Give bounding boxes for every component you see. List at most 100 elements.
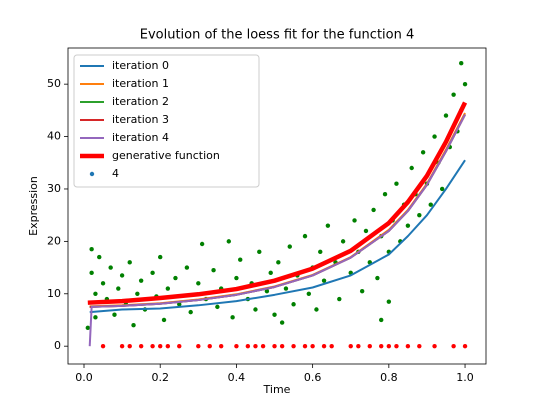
scatter-point bbox=[257, 249, 262, 255]
scatter-point bbox=[340, 239, 346, 244]
scatter-point bbox=[85, 325, 91, 331]
scatter-point bbox=[177, 343, 182, 349]
scatter-point bbox=[89, 270, 94, 276]
line-series bbox=[88, 114, 466, 347]
scatter-point bbox=[283, 286, 289, 291]
scatter-point bbox=[173, 275, 178, 281]
scatter-point bbox=[199, 241, 205, 247]
scatter-point bbox=[417, 212, 422, 218]
legend-label: iteration 1 bbox=[112, 77, 169, 90]
chart-title: Evolution of the loess fit for the funct… bbox=[140, 28, 415, 43]
legend-label: iteration 4 bbox=[112, 131, 169, 144]
scatter-point bbox=[150, 270, 155, 276]
scatter-point bbox=[207, 343, 212, 349]
scatter-point bbox=[287, 244, 292, 249]
scatter-point bbox=[218, 343, 224, 349]
legend-label: iteration 0 bbox=[112, 59, 169, 72]
line-series bbox=[89, 159, 466, 314]
scatter-point bbox=[230, 315, 235, 320]
scatter-point bbox=[321, 343, 327, 349]
scatter-point bbox=[291, 302, 296, 307]
scatter-point bbox=[405, 343, 411, 349]
scatter-point bbox=[234, 343, 239, 349]
scatter-point bbox=[352, 218, 357, 223]
y-tick-label: 20 bbox=[47, 234, 61, 247]
scatter-point bbox=[462, 343, 468, 349]
scatter-point bbox=[382, 192, 388, 197]
scatter-point bbox=[138, 278, 144, 283]
scatter-point bbox=[127, 343, 132, 349]
scatter-point bbox=[329, 343, 334, 349]
scatter-point bbox=[439, 186, 445, 192]
x-axis-label: Time bbox=[263, 383, 291, 396]
scatter-point bbox=[417, 343, 422, 349]
legend-label: iteration 2 bbox=[112, 95, 169, 108]
line-series bbox=[87, 101, 468, 305]
scatter-point bbox=[184, 265, 190, 270]
y-tick-label: 10 bbox=[47, 287, 61, 300]
scatter-point bbox=[97, 254, 102, 260]
scatter-point bbox=[321, 278, 327, 283]
scatter-point bbox=[451, 92, 456, 97]
scatter-point bbox=[379, 317, 384, 323]
scatter-point bbox=[276, 260, 281, 265]
scatter-point bbox=[215, 304, 220, 310]
scatter-point bbox=[394, 343, 399, 349]
legend-label: generative function bbox=[112, 149, 220, 162]
scatter-point bbox=[100, 281, 106, 286]
scatter-point bbox=[196, 343, 201, 349]
x-tick-label: 1.0 bbox=[456, 371, 474, 384]
y-axis-label: Expression bbox=[27, 176, 40, 236]
x-tick-label: 0.8 bbox=[380, 371, 398, 384]
legend-label: iteration 3 bbox=[112, 113, 169, 126]
scatter-point bbox=[211, 267, 216, 273]
scatter-point bbox=[150, 343, 155, 349]
scatter-point bbox=[119, 273, 125, 278]
scatter-point bbox=[188, 309, 193, 315]
scatter-point bbox=[379, 343, 384, 349]
y-tick-label: 50 bbox=[47, 77, 61, 90]
scatter-point bbox=[238, 257, 243, 262]
x-tick-label: 0.4 bbox=[228, 371, 246, 384]
scatter-point bbox=[386, 343, 392, 349]
scatter-point bbox=[253, 307, 258, 312]
scatter-point bbox=[302, 233, 308, 239]
scatter-point bbox=[93, 291, 98, 296]
scatter-point bbox=[394, 181, 399, 186]
scatter-point bbox=[116, 286, 121, 291]
scatter-point bbox=[348, 343, 353, 349]
scatter-point bbox=[314, 307, 319, 312]
plot-frame bbox=[67, 47, 487, 365]
scatter-point bbox=[161, 317, 167, 323]
legend-label: 4 bbox=[112, 167, 119, 180]
scatter-point bbox=[100, 343, 106, 349]
scatter-point bbox=[268, 270, 273, 276]
y-tick-label: 40 bbox=[47, 130, 61, 143]
scatter-point bbox=[302, 343, 308, 349]
scatter-point bbox=[177, 302, 182, 307]
scatter-point bbox=[291, 343, 296, 349]
scatter-point bbox=[245, 343, 251, 349]
scatter-point bbox=[375, 275, 380, 281]
scatter-point bbox=[272, 343, 277, 349]
scatter-point bbox=[89, 247, 94, 252]
scatter-point bbox=[264, 288, 270, 294]
y-tick-label: 0 bbox=[54, 339, 61, 352]
y-tick-label: 30 bbox=[47, 182, 61, 195]
scatter-point bbox=[165, 343, 171, 349]
scatter-point bbox=[138, 343, 144, 349]
scatter-point bbox=[318, 249, 323, 255]
scatter-point bbox=[310, 343, 315, 349]
scatter-point bbox=[158, 343, 163, 349]
scatter-point bbox=[135, 291, 140, 296]
scatter-point bbox=[253, 343, 258, 349]
scatter-point bbox=[432, 134, 437, 139]
scatter-point bbox=[405, 223, 411, 228]
scatter-point bbox=[93, 315, 98, 320]
scatter-point bbox=[108, 265, 113, 270]
scatter-point bbox=[158, 254, 163, 260]
scatter-point bbox=[127, 260, 132, 265]
scatter-point bbox=[386, 299, 392, 304]
x-tick-label: 0.2 bbox=[151, 371, 169, 384]
